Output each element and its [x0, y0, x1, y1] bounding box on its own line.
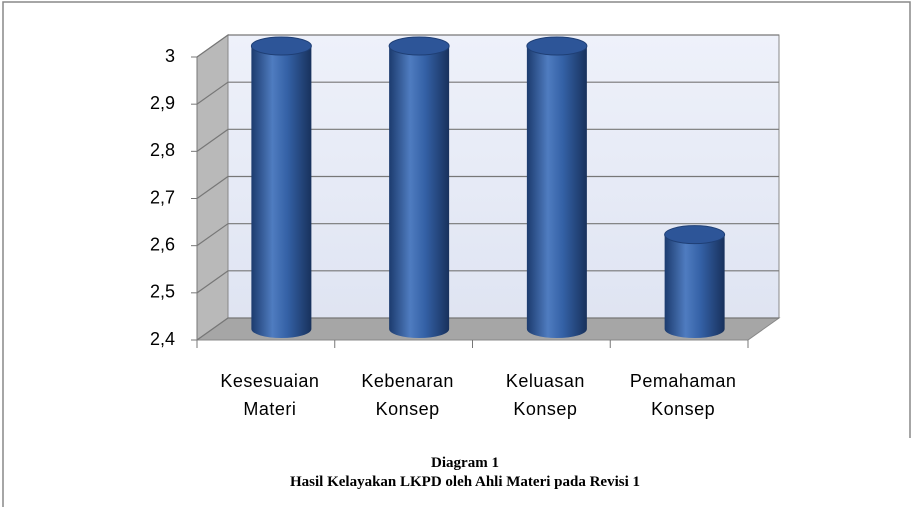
bar-body: [664, 234, 725, 338]
x-tick-label: Kesesuaian Materi: [220, 371, 320, 419]
x-tick-label: Pemahaman Konsep: [629, 371, 737, 419]
grid-line: [196, 81, 779, 105]
y-tick-label: 2,6: [150, 234, 175, 254]
bar: [250, 36, 312, 338]
grid-line: [196, 128, 779, 152]
bar: [664, 225, 726, 338]
bar-body: [389, 46, 450, 338]
caption-subtitle: Hasil Kelayakan LKPD oleh Ahli Materi pa…: [289, 474, 641, 490]
bar-body: [526, 46, 587, 338]
y-tick-label: 3: [165, 46, 175, 66]
grid-line: [196, 223, 779, 247]
x-tick-label: Kebenaran Konsep: [361, 371, 454, 419]
bar: [388, 36, 450, 338]
grid-line: [196, 317, 779, 341]
bar-top: [526, 36, 588, 56]
y-tick-label: 2,8: [150, 140, 175, 160]
bar-body: [251, 46, 312, 338]
grid-line: [196, 175, 779, 199]
y-tick-label: 2,7: [150, 187, 175, 207]
x-tick-label: Keluasan Konsep: [505, 371, 585, 419]
y-tick-label: 2,4: [150, 329, 175, 349]
grid-line: [196, 34, 779, 58]
bar-top: [388, 36, 450, 56]
bar-top: [664, 225, 726, 245]
y-tick-label: 2,5: [150, 282, 175, 302]
y-tick-label: 2,9: [150, 93, 175, 113]
bar-top: [250, 36, 312, 56]
bar: [526, 36, 588, 338]
caption-title: Diagram 1: [431, 455, 499, 471]
grid-line: [196, 270, 779, 294]
